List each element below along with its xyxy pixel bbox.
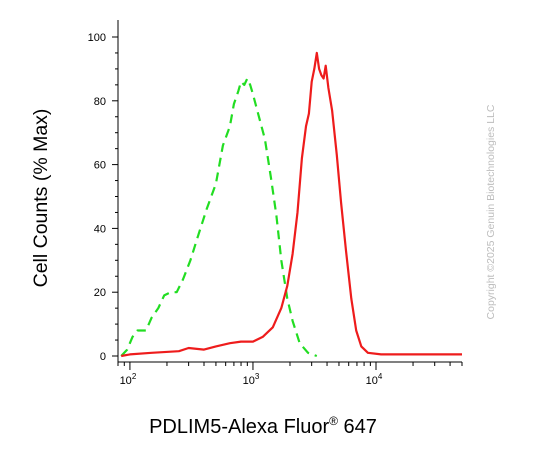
series-line-1 <box>120 77 318 358</box>
copyright-watermark: Copyright ©2025 Genuin Biotechnologies L… <box>485 104 497 319</box>
x-tick-label: 104 <box>366 372 383 387</box>
x-tick-exponent: 2 <box>132 372 137 381</box>
x-tick-exponent: 4 <box>378 372 383 381</box>
y-tick-label: 20 <box>94 287 106 299</box>
x-tick-base: 10 <box>243 375 255 387</box>
series-line-2 <box>121 51 462 358</box>
y-tick-label: 40 <box>94 223 106 235</box>
y-tick-label: 100 <box>88 32 106 44</box>
x-tick-exponent: 3 <box>255 372 260 381</box>
x-axis-title-main: PDLIM5-Alexa Fluor <box>149 416 329 438</box>
x-tick-label: 102 <box>120 372 137 387</box>
x-tick-label: 103 <box>243 372 260 387</box>
x-axis-title-sup: ® <box>329 414 338 428</box>
x-tick-base: 10 <box>366 375 378 387</box>
x-axis-title: PDLIM5-Alexa Fluor® 647 <box>149 414 377 438</box>
y-tick-label: 80 <box>94 96 106 108</box>
y-axis-title: Cell Counts (% Max) <box>30 109 52 288</box>
x-tick-base: 10 <box>120 375 132 387</box>
y-tick-label: 0 <box>100 351 106 363</box>
plot-area <box>120 51 462 358</box>
y-tick-label: 60 <box>94 160 106 172</box>
x-axis-title-suffix: 647 <box>338 416 377 438</box>
